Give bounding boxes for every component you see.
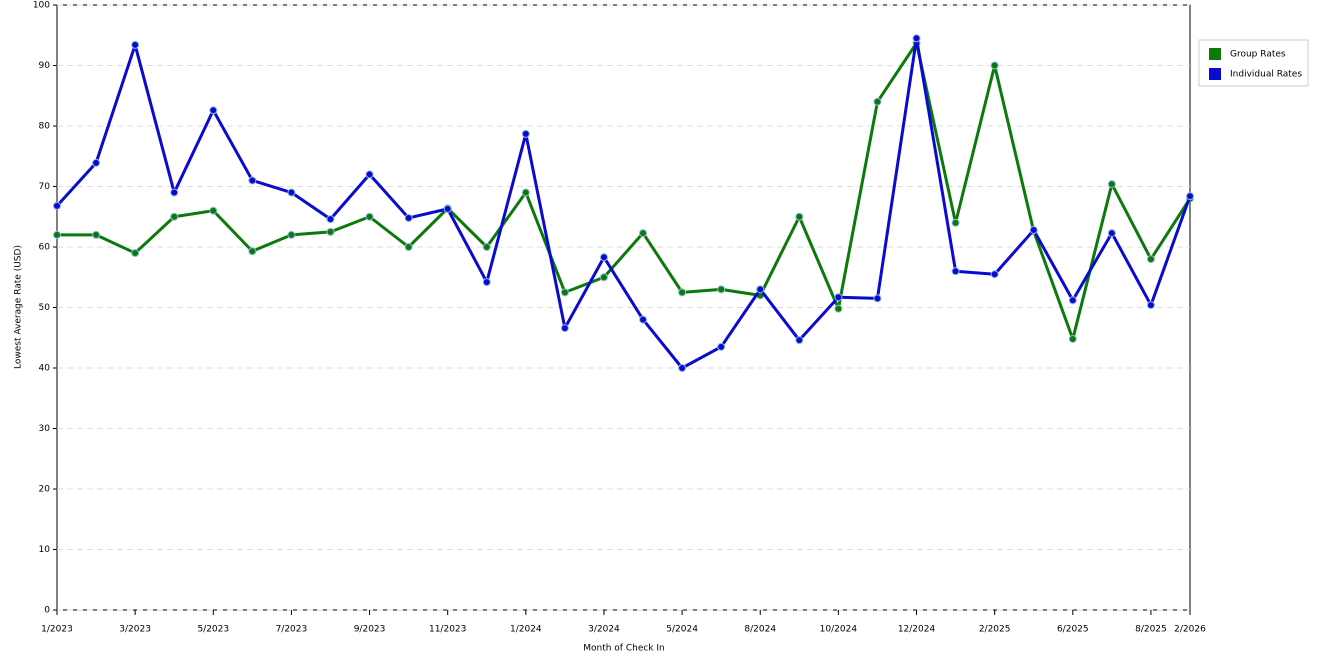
- data-point: [873, 294, 882, 303]
- data-point: [209, 106, 218, 115]
- legend-swatch: [1209, 48, 1221, 60]
- legend-swatch: [1209, 68, 1221, 80]
- data-point: [248, 247, 257, 256]
- y-tick-label: 20: [39, 485, 51, 495]
- data-point: [92, 158, 101, 167]
- x-tick-label: 10/2024: [820, 625, 858, 635]
- data-point: [639, 315, 648, 324]
- y-tick-label: 60: [39, 243, 51, 253]
- data-point: [131, 249, 140, 258]
- data-point: [717, 342, 726, 351]
- data-point: [131, 40, 140, 49]
- y-tick-label: 40: [39, 364, 51, 374]
- x-tick-label: 6/2025: [1057, 625, 1089, 635]
- y-axis-label: Lowest Average Rate (USD): [14, 245, 24, 369]
- legend-label: Group Rates: [1230, 50, 1286, 60]
- data-point: [756, 285, 765, 294]
- x-axis-label: Month of Check In: [583, 644, 665, 654]
- x-tick-label: 1/2023: [41, 625, 73, 635]
- data-point: [170, 212, 179, 221]
- data-point: [521, 188, 530, 197]
- data-point: [795, 336, 804, 345]
- data-point: [443, 204, 452, 213]
- data-point: [678, 364, 687, 372]
- data-point: [92, 230, 101, 239]
- data-point: [482, 278, 491, 287]
- y-tick-label: 70: [39, 182, 51, 192]
- data-point: [53, 201, 61, 210]
- x-tick-label: 12/2024: [898, 625, 936, 635]
- y-tick-label: 0: [44, 606, 50, 616]
- data-point: [248, 176, 257, 185]
- data-point: [326, 227, 335, 236]
- data-point: [1186, 192, 1194, 201]
- data-point: [521, 129, 530, 138]
- data-point: [639, 229, 648, 238]
- series-line: [55, 36, 1192, 370]
- data-point: [990, 270, 999, 279]
- data-point: [1146, 255, 1155, 264]
- legend-label: Individual Rates: [1230, 70, 1302, 80]
- data-point: [834, 304, 843, 313]
- data-point: [678, 288, 687, 297]
- y-tick-label: 100: [33, 1, 50, 11]
- data-point: [599, 273, 608, 282]
- data-point: [287, 230, 296, 239]
- y-tick-label: 90: [39, 61, 51, 71]
- data-point: [404, 213, 413, 222]
- data-point: [1029, 226, 1038, 235]
- data-point: [365, 170, 374, 179]
- x-tick-label: 8/2024: [744, 625, 776, 635]
- data-point: [404, 243, 413, 251]
- data-point: [1068, 296, 1077, 305]
- data-point: [1068, 334, 1077, 343]
- x-tick-label: 8/2025: [1135, 625, 1167, 635]
- data-point: [326, 215, 335, 224]
- data-point: [209, 206, 218, 215]
- data-point: [53, 230, 61, 239]
- data-point: [795, 212, 804, 221]
- x-tick-label: 2/2025: [979, 625, 1011, 635]
- data-point: [1107, 229, 1116, 238]
- x-tick-label: 3/2023: [119, 625, 151, 635]
- data-point: [365, 212, 374, 221]
- x-tick-label: 11/2023: [429, 625, 466, 635]
- x-tick-label: 2/2026: [1174, 625, 1206, 635]
- x-tick-label: 3/2024: [588, 625, 620, 635]
- x-tick-label: 5/2024: [666, 625, 698, 635]
- x-tick-label: 5/2023: [197, 625, 229, 635]
- data-point: [287, 188, 296, 197]
- data-point: [717, 285, 726, 294]
- data-point: [599, 253, 608, 262]
- series-line: [57, 41, 1192, 341]
- data-point: [951, 218, 960, 227]
- data-point: [834, 293, 843, 302]
- data-point: [1107, 180, 1116, 189]
- x-tick-label: 9/2023: [354, 625, 386, 635]
- y-tick-label: 80: [39, 122, 51, 132]
- x-tick-label: 1/2024: [510, 625, 542, 635]
- x-tick-label: 7/2023: [276, 625, 308, 635]
- data-point: [1146, 301, 1155, 310]
- y-tick-label: 50: [39, 303, 51, 313]
- y-tick-label: 30: [39, 424, 51, 434]
- data-point: [170, 188, 179, 197]
- data-point: [990, 61, 999, 70]
- data-point: [912, 34, 921, 43]
- data-point: [560, 324, 569, 333]
- data-point: [873, 97, 882, 106]
- y-tick-label: 10: [39, 545, 51, 555]
- data-point: [560, 288, 569, 297]
- data-point: [482, 243, 491, 251]
- data-point: [951, 267, 960, 276]
